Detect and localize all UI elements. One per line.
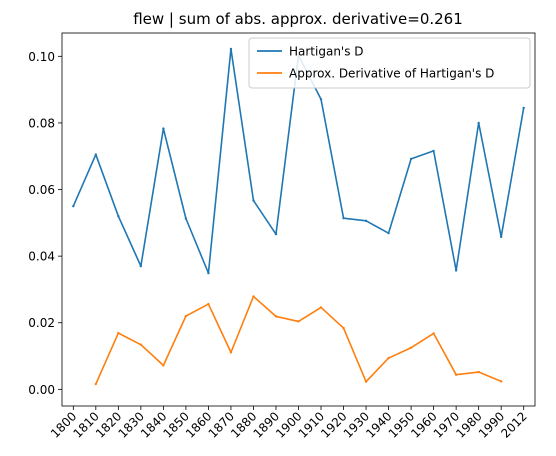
data-point — [297, 320, 300, 323]
data-point — [207, 271, 210, 275]
y-tick-label: 0.00 — [28, 383, 55, 397]
data-point — [364, 380, 368, 383]
data-point — [139, 343, 143, 346]
data-point — [162, 127, 165, 130]
chart-title: flew | sum of abs. approx. derivative=0.… — [133, 10, 463, 28]
y-tick-label: 0.08 — [28, 116, 55, 130]
data-point — [117, 331, 120, 335]
data-point — [432, 332, 435, 335]
data-point — [207, 302, 210, 306]
data-point — [342, 216, 345, 220]
data-point — [319, 98, 323, 101]
data-point — [274, 315, 278, 318]
data-point — [387, 231, 390, 235]
data-point — [364, 219, 368, 223]
data-point — [117, 214, 120, 218]
y-tick-label: 0.02 — [28, 316, 55, 330]
data-point — [139, 264, 143, 268]
data-point — [387, 356, 390, 360]
data-point — [252, 199, 255, 202]
y-tick-label: 0.06 — [28, 183, 55, 197]
data-point — [409, 157, 413, 161]
data-point — [499, 235, 503, 239]
data-point — [477, 121, 480, 125]
data-point — [274, 232, 278, 236]
data-point — [409, 346, 413, 349]
data-point — [184, 314, 188, 318]
data-point — [522, 106, 525, 110]
y-tick-label: 0.10 — [28, 50, 55, 64]
legend-label-2: Approx. Derivative of Hartigan's D — [289, 67, 494, 81]
data-point — [454, 269, 458, 272]
data-point — [162, 364, 165, 367]
data-point — [94, 153, 98, 156]
data-point — [94, 382, 98, 386]
data-point — [499, 380, 503, 383]
data-point — [342, 326, 345, 330]
data-point — [319, 306, 323, 309]
legend-label-1: Hartigan's D — [289, 45, 364, 59]
legend: Hartigan's D Approx. Derivative of Hartig… — [248, 37, 531, 89]
data-point — [184, 217, 188, 220]
y-tick-label: 0.04 — [28, 250, 55, 264]
data-point — [252, 295, 255, 298]
data-point — [229, 351, 233, 354]
data-point — [229, 47, 233, 51]
data-point — [72, 204, 75, 208]
data-point — [432, 149, 435, 153]
data-point — [454, 373, 458, 376]
data-point — [477, 370, 480, 374]
legend-box — [248, 37, 531, 89]
